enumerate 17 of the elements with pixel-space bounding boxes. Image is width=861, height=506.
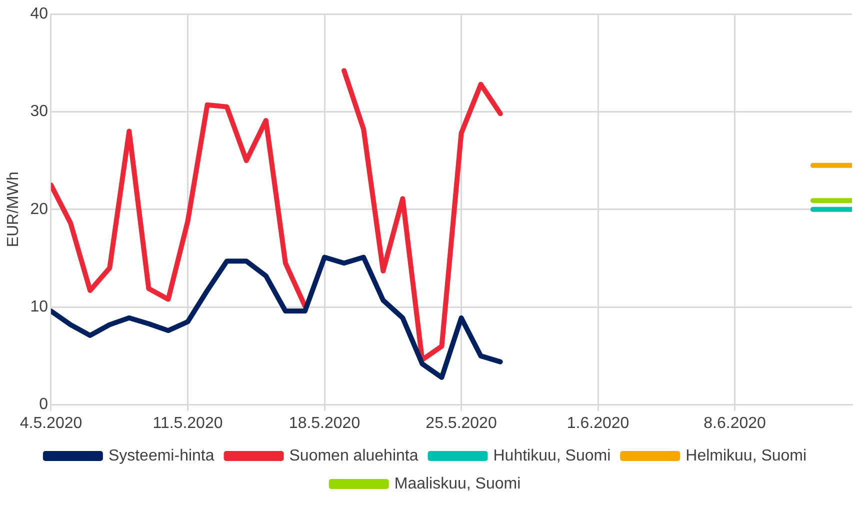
x-tick-label: 25.5.2020 <box>426 414 497 432</box>
legend-label: Maaliskuu, Suomi <box>394 475 521 492</box>
y-tick-label: 40 <box>30 5 48 22</box>
legend-label: Systeemi-hinta <box>108 447 214 464</box>
y-tick-label: 30 <box>30 103 48 120</box>
y-axis-title: EUR/MWh <box>5 172 22 248</box>
x-tick-label: 11.5.2020 <box>152 414 223 432</box>
x-tick-label: 4.5.2020 <box>20 414 82 432</box>
legend-label: Helmikuu, Suomi <box>686 447 807 464</box>
y-tick-label: 20 <box>30 200 48 218</box>
x-tick-label: 8.6.2020 <box>704 414 766 432</box>
y-tick-label: 10 <box>30 298 48 316</box>
y-tick-label: 0 <box>39 396 48 414</box>
x-tick-label: 1.6.2020 <box>566 414 630 432</box>
legend-label: Huhtikuu, Suomi <box>493 447 611 464</box>
x-tick-label: 18.5.2020 <box>288 414 360 432</box>
legend-label: Suomen aluehinta <box>289 447 418 464</box>
